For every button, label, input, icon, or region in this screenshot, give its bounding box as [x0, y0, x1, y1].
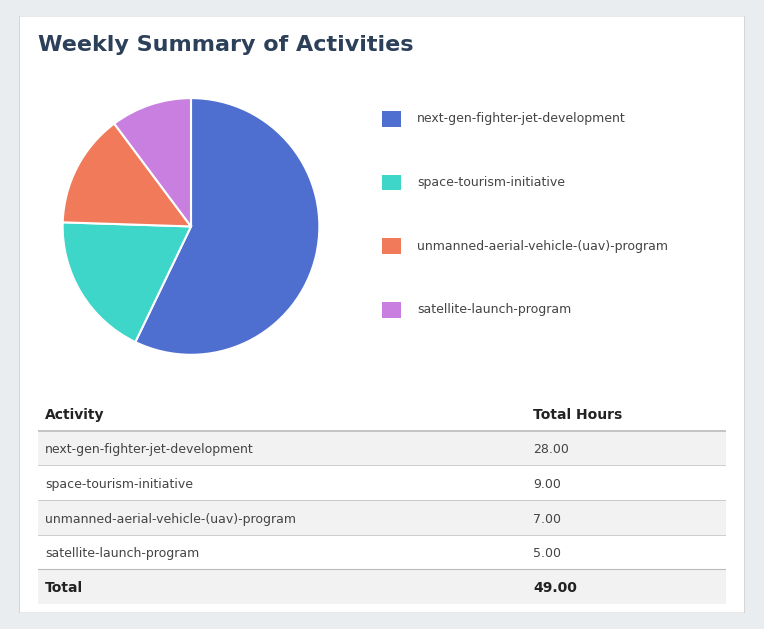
Text: 49.00: 49.00 — [533, 581, 577, 595]
Text: 5.00: 5.00 — [533, 547, 562, 560]
Text: unmanned-aerial-vehicle-(uav)-program: unmanned-aerial-vehicle-(uav)-program — [417, 240, 668, 253]
Text: next-gen-fighter-jet-development: next-gen-fighter-jet-development — [45, 443, 254, 457]
Bar — [38, 569, 726, 604]
Text: satellite-launch-program: satellite-launch-program — [417, 303, 571, 316]
Text: Total Hours: Total Hours — [533, 408, 623, 422]
Text: 7.00: 7.00 — [533, 513, 562, 526]
Bar — [38, 465, 726, 500]
Text: 28.00: 28.00 — [533, 443, 569, 457]
Text: 9.00: 9.00 — [533, 478, 561, 491]
Text: unmanned-aerial-vehicle-(uav)-program: unmanned-aerial-vehicle-(uav)-program — [45, 513, 296, 526]
Bar — [382, 302, 401, 318]
Text: space-tourism-initiative: space-tourism-initiative — [45, 478, 193, 491]
Text: space-tourism-initiative: space-tourism-initiative — [417, 176, 565, 189]
Wedge shape — [135, 98, 319, 355]
Wedge shape — [63, 123, 191, 226]
Bar — [382, 175, 401, 191]
Bar — [382, 111, 401, 127]
Wedge shape — [63, 222, 191, 342]
Text: next-gen-fighter-jet-development: next-gen-fighter-jet-development — [417, 113, 626, 125]
Bar — [382, 238, 401, 254]
Text: satellite-launch-program: satellite-launch-program — [45, 547, 199, 560]
Text: Weekly Summary of Activities: Weekly Summary of Activities — [38, 35, 413, 55]
Bar — [38, 500, 726, 535]
FancyBboxPatch shape — [19, 16, 745, 613]
Text: Total: Total — [45, 581, 83, 595]
Bar — [38, 431, 726, 465]
Bar — [38, 535, 726, 569]
Text: Activity: Activity — [45, 408, 105, 422]
Wedge shape — [115, 98, 191, 226]
